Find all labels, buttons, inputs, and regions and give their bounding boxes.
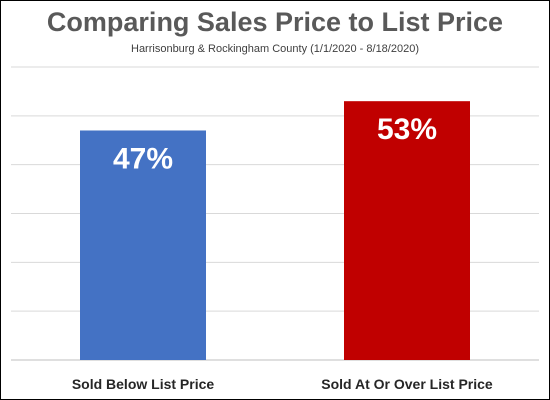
x-tick-label: Sold At Or Over List Price — [321, 376, 493, 392]
bar-sold-below-list — [80, 130, 206, 360]
chart-subtitle: Harrisonburg & Rockingham County (1/1/20… — [131, 43, 419, 55]
data-label: 47% — [113, 142, 173, 175]
chart-title: Comparing Sales Price to List Price — [46, 7, 504, 37]
data-label: 53% — [377, 113, 437, 146]
x-tick-label: Sold Below List Price — [72, 376, 215, 392]
bar-sold-at-or-over-list — [344, 101, 470, 360]
